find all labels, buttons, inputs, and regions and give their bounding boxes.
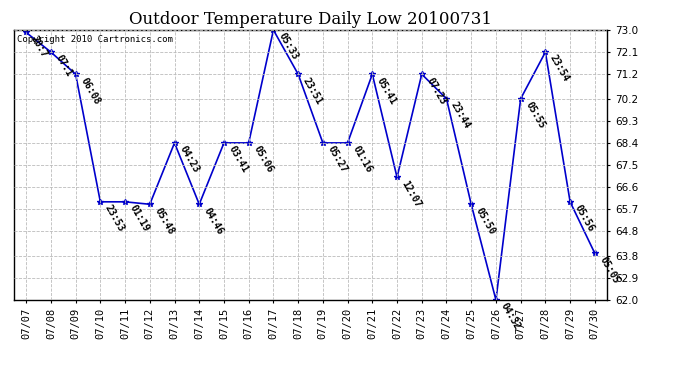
Text: 05:56: 05:56: [573, 203, 596, 234]
Text: 06:08: 06:08: [79, 76, 101, 106]
Text: Copyright 2010 Cartronics.com: Copyright 2010 Cartronics.com: [17, 35, 172, 44]
Text: 23:54: 23:54: [548, 54, 571, 84]
Text: 04:23: 04:23: [177, 144, 201, 175]
Text: 05:05: 05:05: [598, 255, 621, 285]
Text: 05:50: 05:50: [474, 206, 497, 236]
Text: 01:19: 01:19: [128, 203, 151, 234]
Text: 23:44: 23:44: [449, 100, 473, 130]
Text: 23:51: 23:51: [301, 76, 324, 106]
Text: 05:41: 05:41: [375, 76, 398, 106]
Text: 04:46: 04:46: [202, 206, 226, 236]
Text: 05:27: 05:27: [326, 144, 349, 175]
Text: 05:48: 05:48: [152, 206, 176, 236]
Text: 05:06: 05:06: [251, 144, 275, 175]
Text: 03:41: 03:41: [227, 144, 250, 175]
Text: 05:55: 05:55: [524, 100, 546, 130]
Text: 07:1: 07:1: [54, 54, 74, 79]
Text: 05:33: 05:33: [276, 32, 299, 62]
Text: 07:23: 07:23: [424, 76, 448, 106]
Text: 12:07: 12:07: [400, 178, 423, 209]
Text: 04:32: 04:32: [499, 302, 522, 332]
Text: 01:16: 01:16: [351, 144, 374, 175]
Text: 23:53: 23:53: [103, 203, 126, 234]
Text: 20:7: 20:7: [29, 34, 50, 59]
Title: Outdoor Temperature Daily Low 20100731: Outdoor Temperature Daily Low 20100731: [129, 12, 492, 28]
